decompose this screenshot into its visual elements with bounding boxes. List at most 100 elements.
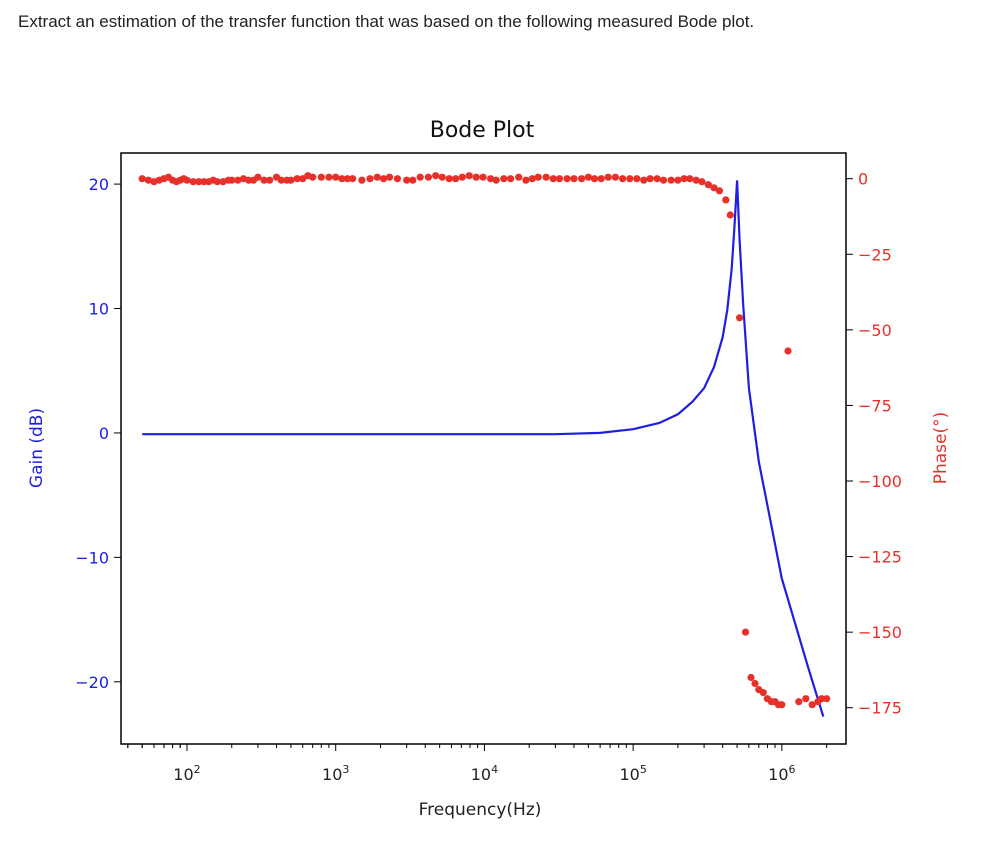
x-tick-label: 105 (619, 763, 646, 784)
phase-series (138, 172, 831, 709)
x-axis: 102 103 104 105 106 (127, 744, 828, 784)
phase-point (358, 176, 366, 184)
phase-point (555, 175, 564, 183)
phase-point (254, 173, 262, 181)
phase-point (597, 175, 605, 183)
phase-point (823, 695, 831, 703)
phase-point (584, 173, 593, 181)
phase-point (759, 689, 767, 697)
phase-point (393, 175, 401, 183)
gain-line (142, 180, 825, 717)
right-y-tick-label: −100 (858, 472, 902, 491)
x-tick-label: 103 (322, 763, 349, 784)
phase-point (578, 175, 586, 183)
phase-point (438, 173, 446, 181)
phase-point (492, 176, 500, 184)
phase-point (611, 173, 620, 181)
right-y-tick-label: −25 (858, 245, 892, 264)
right-y-tick-label: 0 (858, 170, 868, 189)
phase-point (795, 698, 803, 706)
phase-point (778, 701, 786, 709)
phase-point (293, 175, 301, 183)
left-y-tick-label: 20 (89, 175, 109, 194)
left-y-tick-label: −20 (75, 673, 109, 692)
phase-point (317, 173, 325, 181)
plot-frame (120, 152, 847, 745)
phase-point (692, 176, 700, 184)
phase-point (195, 178, 203, 186)
right-y-tick-label: −125 (858, 548, 902, 567)
phase-point (710, 184, 718, 192)
phase-point (338, 175, 346, 183)
right-y-axis: 0 −25 −50 −75 −100 −125 −150 −175 (846, 170, 902, 718)
phase-point (704, 181, 712, 189)
phase-point (472, 173, 480, 181)
chart-title: Bode Plot (430, 118, 535, 143)
phase-point (487, 175, 495, 183)
phase-point (818, 695, 826, 703)
phase-point (228, 176, 236, 184)
phase-point (549, 175, 557, 183)
phase-point (432, 172, 440, 180)
phase-point (570, 175, 578, 183)
phase-point (646, 175, 654, 183)
phase-point (138, 175, 146, 183)
phase-point (736, 314, 744, 322)
phase-point (604, 173, 612, 181)
phase-point (680, 175, 688, 183)
phase-point (189, 178, 197, 186)
phase-point (409, 176, 417, 184)
phase-point (674, 176, 682, 184)
phase-point (287, 176, 295, 184)
phase-point (653, 175, 661, 183)
left-y-axis-label: Gain (dB) (27, 408, 47, 488)
phase-point (260, 176, 268, 184)
phase-point (590, 175, 599, 183)
x-tick-label: 106 (768, 763, 795, 784)
phase-point (234, 176, 242, 184)
x-tick-label: 102 (173, 763, 200, 784)
phase-point (277, 176, 285, 184)
phase-point (183, 176, 191, 184)
phase-point (458, 173, 466, 181)
phase-point (633, 175, 641, 183)
phase-point (416, 173, 424, 181)
phase-point (266, 176, 274, 184)
left-y-tick-label: −10 (75, 548, 109, 567)
phase-point (522, 176, 530, 184)
phase-point (507, 175, 515, 183)
phase-point (515, 173, 523, 181)
question-text: Extract an estimation of the transfer fu… (18, 12, 755, 31)
phase-point (722, 196, 730, 204)
phase-point (667, 176, 675, 184)
phase-point (325, 173, 333, 181)
phase-point (465, 172, 473, 180)
phase-point (424, 173, 432, 181)
right-y-tick-label: −150 (858, 623, 902, 642)
phase-point (385, 173, 394, 181)
phase-point (659, 176, 668, 184)
phase-point (563, 175, 571, 183)
phase-point (366, 175, 374, 183)
right-y-tick-label: −50 (858, 321, 892, 340)
phase-point (528, 175, 536, 183)
phase-point (698, 178, 706, 186)
phase-point (144, 176, 152, 184)
phase-point (534, 173, 542, 181)
phase-point (373, 173, 381, 181)
phase-point (802, 695, 810, 703)
phase-point (751, 679, 759, 688)
phase-point (332, 173, 340, 181)
x-tick-label: 104 (471, 763, 498, 784)
phase-point (626, 175, 634, 183)
phase-point (747, 673, 755, 682)
left-y-tick-label: 0 (99, 424, 109, 443)
phase-point (343, 175, 352, 183)
phase-point (309, 173, 317, 181)
right-y-tick-label: −75 (858, 396, 892, 415)
gain-series (142, 180, 825, 717)
phase-point (542, 173, 550, 181)
x-axis-label: Frequency(Hz) (419, 800, 542, 820)
phase-point (784, 347, 792, 355)
